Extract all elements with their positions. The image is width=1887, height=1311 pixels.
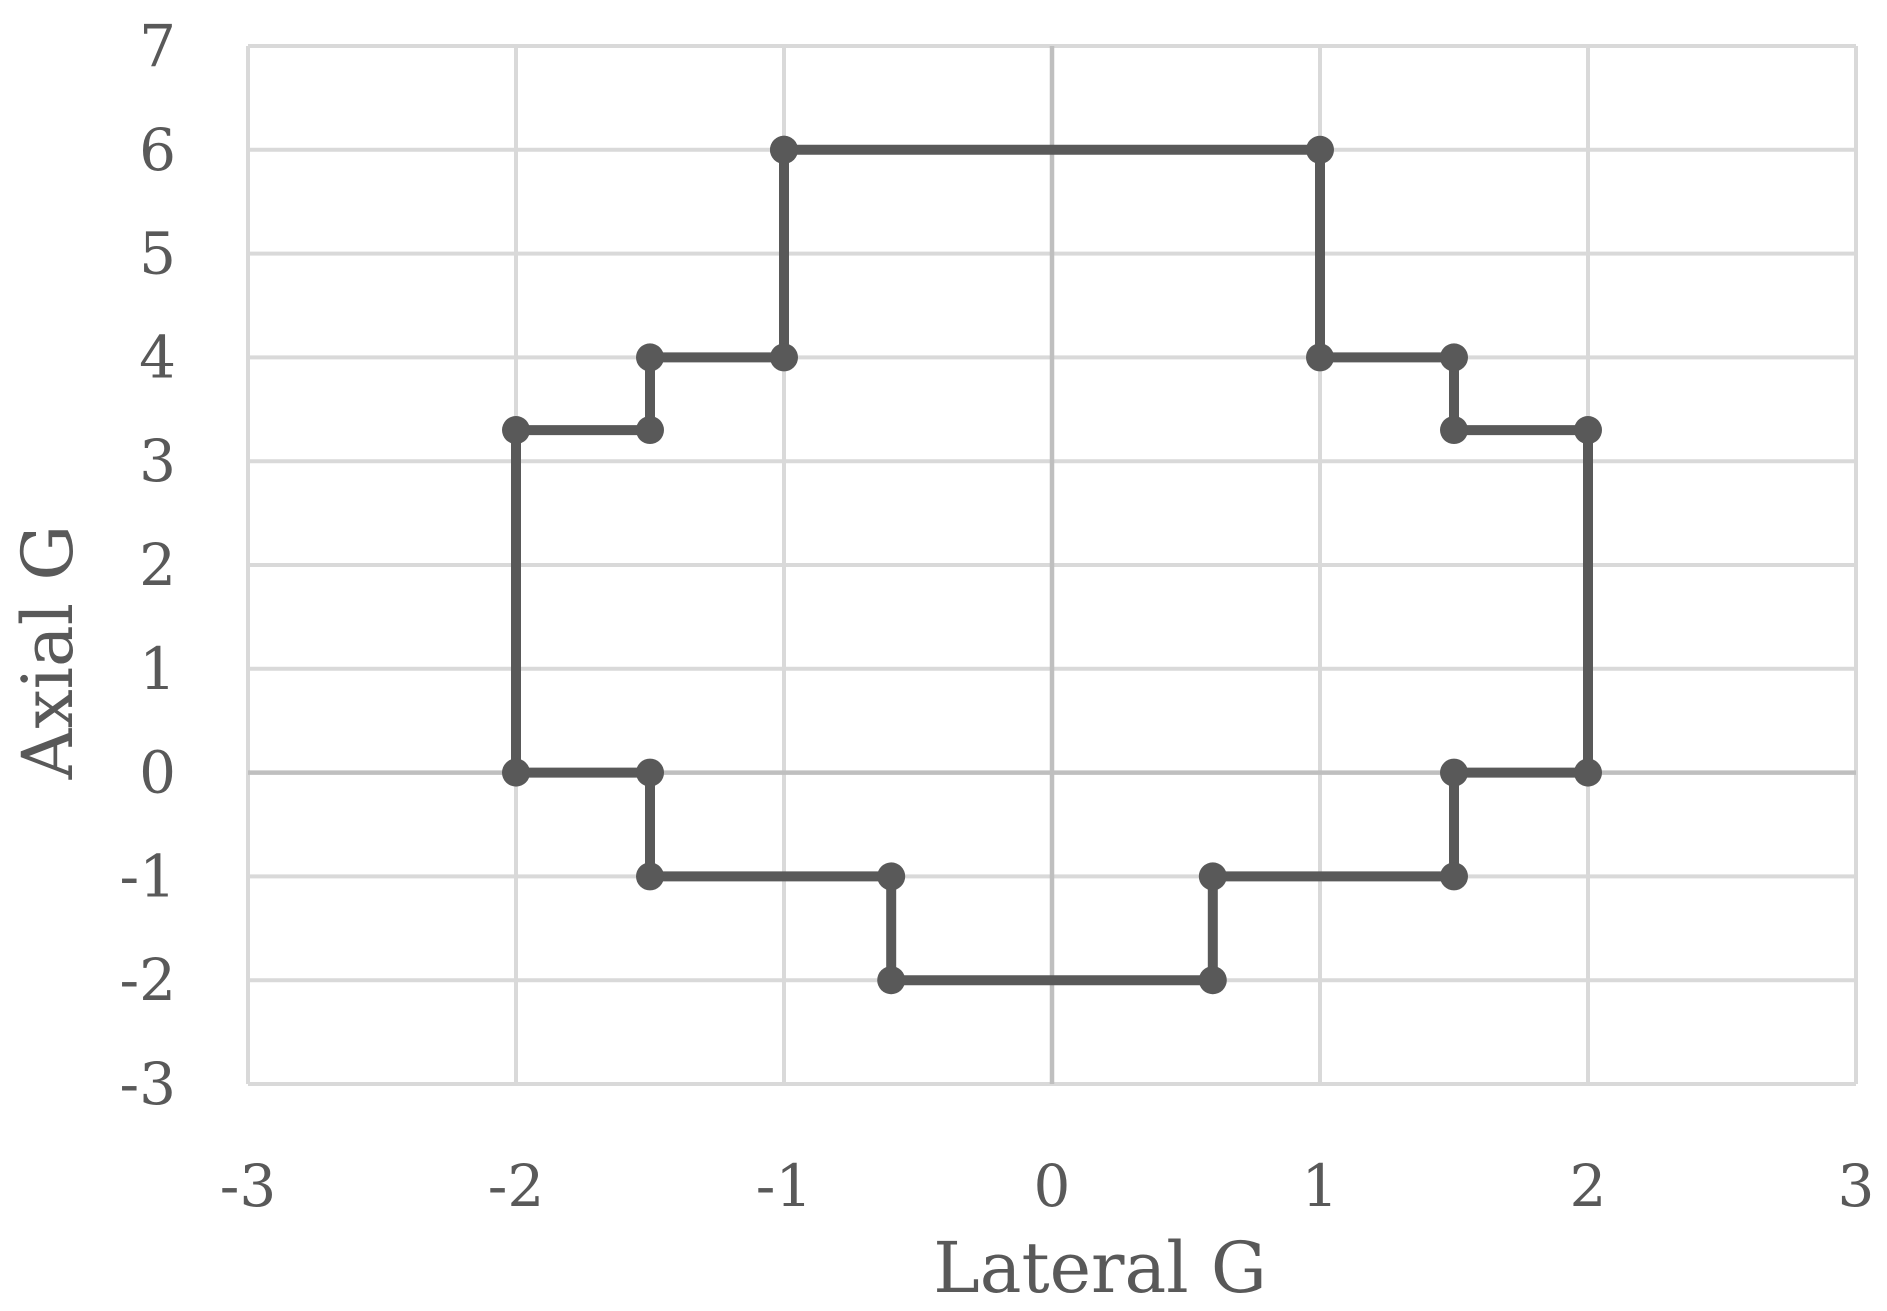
data-point [636, 343, 664, 372]
y-tick-label: 5 [139, 220, 176, 288]
data-point [1440, 343, 1468, 372]
data-point [1574, 416, 1602, 445]
data-point [636, 862, 664, 891]
data-point [1440, 758, 1468, 787]
data-point [770, 135, 798, 164]
x-tick-label: 2 [1570, 1152, 1607, 1220]
y-tick-labels: -3 -2 -1 0 1 2 3 4 5 6 7 [120, 12, 177, 1118]
data-point [770, 343, 798, 372]
data-point [1198, 966, 1227, 995]
x-tick-label: -3 [220, 1152, 277, 1220]
y-tick-label: 4 [139, 323, 176, 391]
data-point [877, 862, 906, 891]
data-series [502, 135, 1602, 995]
data-point [1198, 862, 1227, 891]
y-tick-label: 7 [139, 12, 176, 80]
data-point [1306, 135, 1334, 164]
data-point [502, 758, 530, 787]
x-tick-label: 1 [1302, 1152, 1339, 1220]
x-tick-label: 0 [1034, 1152, 1071, 1220]
data-point [636, 416, 664, 445]
x-tick-label: -1 [756, 1152, 813, 1220]
data-point [1306, 343, 1334, 372]
y-tick-label: -2 [120, 946, 177, 1014]
x-tick-label: -2 [488, 1152, 545, 1220]
y-tick-label: 3 [139, 427, 176, 495]
y-tick-label: 6 [139, 116, 176, 184]
y-tick-label: 1 [139, 635, 176, 703]
y-tick-label: -3 [120, 1050, 177, 1118]
data-point [636, 758, 664, 787]
data-point [502, 416, 530, 445]
data-point [877, 966, 906, 995]
data-point [1440, 416, 1468, 445]
y-tick-label: 2 [139, 531, 176, 599]
x-tick-labels: -3 -2 -1 0 1 2 3 [220, 1152, 1875, 1220]
y-tick-label: -1 [120, 842, 177, 910]
y-tick-label: 0 [139, 739, 176, 807]
y-axis-title: Axial G [7, 525, 89, 781]
x-axis-title: Lateral G [933, 1227, 1267, 1309]
data-point [1440, 862, 1468, 891]
data-point [1574, 758, 1602, 787]
x-tick-label: 3 [1838, 1152, 1875, 1220]
